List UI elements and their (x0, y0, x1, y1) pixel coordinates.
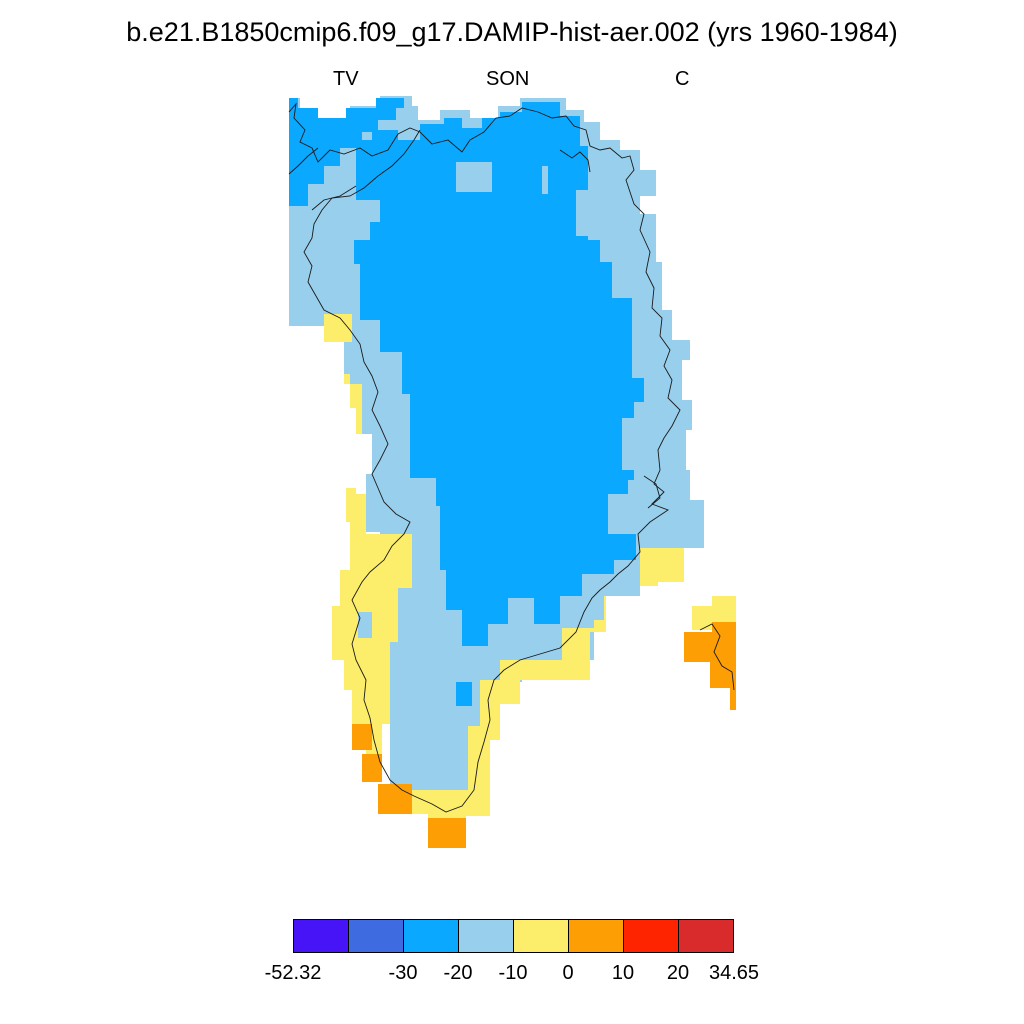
field-light-blue-patch-e (576, 190, 600, 236)
field-yellow-south (412, 596, 606, 838)
colorbar-box-10-to-20 (569, 920, 624, 952)
colorbar-label: -10 (498, 962, 528, 984)
field-yellow-east (640, 548, 684, 586)
colorbar-label: 10 (611, 962, 635, 984)
field-orange-sw1 (352, 724, 372, 750)
colorbar-box-lt-minus-30 (294, 920, 349, 952)
colorbar-box-minus-30-to-minus-20 (349, 920, 404, 952)
units-label: C (675, 68, 690, 90)
field-light-blue-patch-n (456, 162, 492, 192)
colorbar-label: 0 (562, 962, 574, 984)
field-orange-sw2 (362, 754, 382, 782)
field-bright-blue-patch (456, 682, 472, 706)
colorbar-box-minus-10-to-0 (459, 920, 514, 952)
colorbar-box-minus-20-to-minus-10 (404, 920, 459, 952)
field-orange-sw3 (378, 784, 412, 814)
coastline (288, 102, 735, 813)
field-light-blue-sliver (542, 166, 548, 194)
field-light-blue-patch-se (508, 598, 534, 624)
season-label: SON (486, 68, 530, 90)
colorbar-label-min: -52.32 (264, 962, 322, 984)
field-yellow-west (324, 314, 412, 770)
field-orange-s (428, 818, 466, 848)
field-bright-blue-main (354, 102, 644, 646)
field-light-blue-lake (622, 418, 634, 470)
field-light-blue-hole (358, 612, 372, 638)
colorbar-box-20-to-30 (624, 920, 679, 952)
field-bright-blue-nw (289, 98, 404, 206)
colorbar (293, 919, 734, 953)
variable-label: TV (333, 68, 359, 90)
colorbar-label-max: 34.65 (708, 962, 760, 984)
colorbar-label: -20 (443, 962, 473, 984)
field-orange-island (684, 622, 736, 710)
colorbar-label: 20 (666, 962, 690, 984)
plot-title: b.e21.B1850cmip6.f09_g17.DAMIP-hist-aer.… (126, 17, 898, 47)
colorbar-label: -30 (388, 962, 418, 984)
colorbar-box-0-to-10 (514, 920, 569, 952)
colorbar-box-gt-30 (679, 920, 733, 952)
